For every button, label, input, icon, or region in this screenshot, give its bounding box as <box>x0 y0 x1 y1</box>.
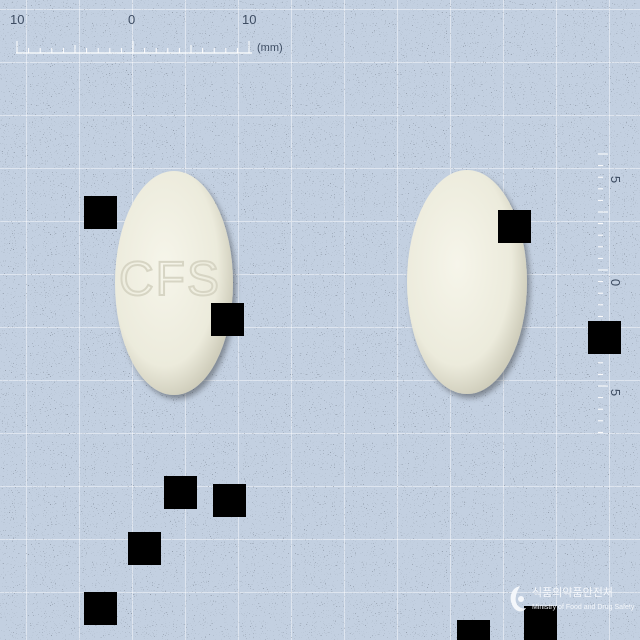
ruler-side <box>598 153 608 433</box>
ministry-logo-icon <box>510 586 526 612</box>
redaction-block <box>524 606 557 640</box>
redaction-block <box>588 321 621 354</box>
ruler-top-label-center: 0 <box>128 12 136 27</box>
tablet-imprint: CFS <box>119 253 221 306</box>
watermark-english: Ministry of Food and Drug Safety <box>532 604 635 611</box>
ruler-side-label-top: 5 <box>608 175 624 184</box>
redaction-block <box>213 484 246 517</box>
tablet-left: CFS <box>115 171 233 395</box>
ministry-watermark: 식품의약품안전처 Ministry of Food and Drug Safet… <box>506 582 634 622</box>
redaction-block <box>164 476 197 509</box>
redaction-block <box>211 303 244 336</box>
redaction-block <box>498 210 531 243</box>
watermark-korean: 식품의약품안전처 <box>532 587 613 599</box>
redaction-block <box>457 620 490 640</box>
ruler-side-label-bottom: 5 <box>608 388 624 397</box>
ruler-top-label-right: 10 <box>242 12 257 27</box>
ruler-top <box>16 41 252 54</box>
ruler-side-label-center: 0 <box>608 278 624 287</box>
redaction-block <box>84 196 117 229</box>
redaction-block <box>84 592 117 625</box>
ruler-unit-label: (mm) <box>257 42 283 54</box>
ruler-top-label-left: 10 <box>10 12 25 27</box>
redaction-block <box>128 532 161 565</box>
tablet-right <box>407 170 527 394</box>
